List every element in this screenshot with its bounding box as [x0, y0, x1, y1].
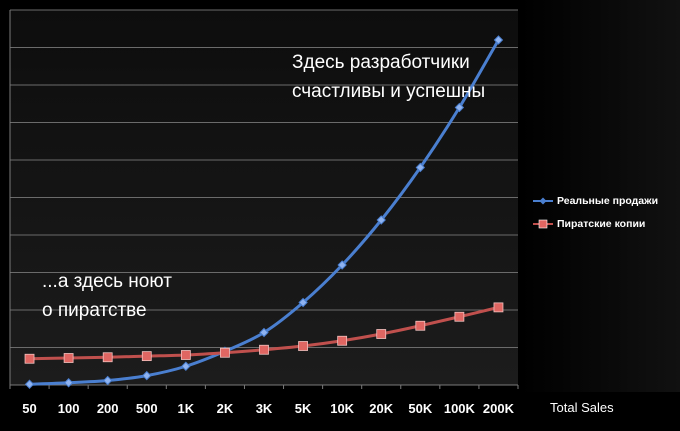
data-point-1: [493, 302, 504, 313]
data-point-0: [259, 327, 269, 338]
data-point-1: [63, 353, 74, 363]
legend-label-real-sales: Реальные продажи: [557, 195, 658, 207]
x-tick-label: 50: [22, 401, 36, 416]
data-point-0: [454, 102, 465, 113]
data-point-1: [24, 353, 35, 364]
legend-marker-real-sales: [539, 197, 547, 205]
x-tick-label: 20K: [369, 401, 393, 416]
x-tick-label: 500: [136, 401, 158, 416]
annotation-bottom-line-1: ...а здесь ноют: [42, 271, 172, 292]
x-tick-label: 50K: [408, 401, 432, 416]
data-point-1: [180, 350, 191, 360]
data-point-1: [141, 351, 152, 362]
x-tick-label: 3K: [256, 401, 273, 416]
annotation-bottom-line-2: о пиратстве: [42, 300, 147, 321]
data-point-0: [337, 260, 347, 270]
data-point-0: [298, 297, 308, 308]
x-tick-label: 1K: [178, 401, 195, 416]
data-point-0: [415, 162, 426, 173]
data-point-1: [298, 341, 308, 351]
x-tick-label: 5K: [295, 401, 312, 416]
data-point-0: [493, 35, 504, 45]
x-tick-label: 100: [58, 401, 80, 416]
annotation-top-line-1: Здесь разработчики: [292, 52, 470, 73]
x-tick-label: 2K: [217, 401, 234, 416]
x-tick-labels: 50 100 200 500 1K 2K 3K 5K 10K 20K 50K 100K 200K: [22, 401, 514, 416]
annotation-bottom: ...а здесь ноют о пиратстве: [42, 271, 172, 321]
x-tick-label: 200: [97, 401, 119, 416]
data-point-1: [376, 329, 387, 339]
legend-panel: [520, 0, 680, 392]
gridlines: [10, 9, 518, 348]
data-point-1: [259, 344, 269, 355]
legend: Реальные продажи Пиратские копии: [533, 195, 658, 230]
x-axis-label: Total Sales: [550, 400, 614, 415]
data-point-1: [454, 311, 465, 322]
data-point-1: [415, 320, 426, 331]
annotation-top-line-2: счастливы и успешны: [292, 81, 485, 102]
data-point-0: [24, 379, 35, 389]
series-group: [24, 35, 504, 389]
x-tick-label: 10K: [330, 401, 354, 416]
legend-item-real-sales: Реальные продажи: [533, 195, 658, 207]
annotation-top: Здесь разработчики счастливы и успешны: [292, 52, 485, 102]
data-point-1: [220, 347, 230, 358]
data-point-0: [142, 370, 152, 381]
x-tick-label: 100K: [444, 401, 476, 416]
data-point-0: [376, 215, 386, 225]
x-tick-label: 200K: [483, 401, 515, 416]
data-point-0: [181, 361, 191, 371]
legend-label-pirate-copies: Пиратские копии: [557, 218, 645, 230]
legend-marker-pirate-copies: [538, 219, 548, 229]
data-point-1: [337, 335, 348, 346]
data-point-0: [63, 378, 74, 388]
data-point-0: [102, 375, 113, 386]
data-point-1: [102, 352, 113, 363]
legend-item-pirate-copies: Пиратские копии: [533, 218, 645, 230]
axes: [9, 10, 519, 389]
